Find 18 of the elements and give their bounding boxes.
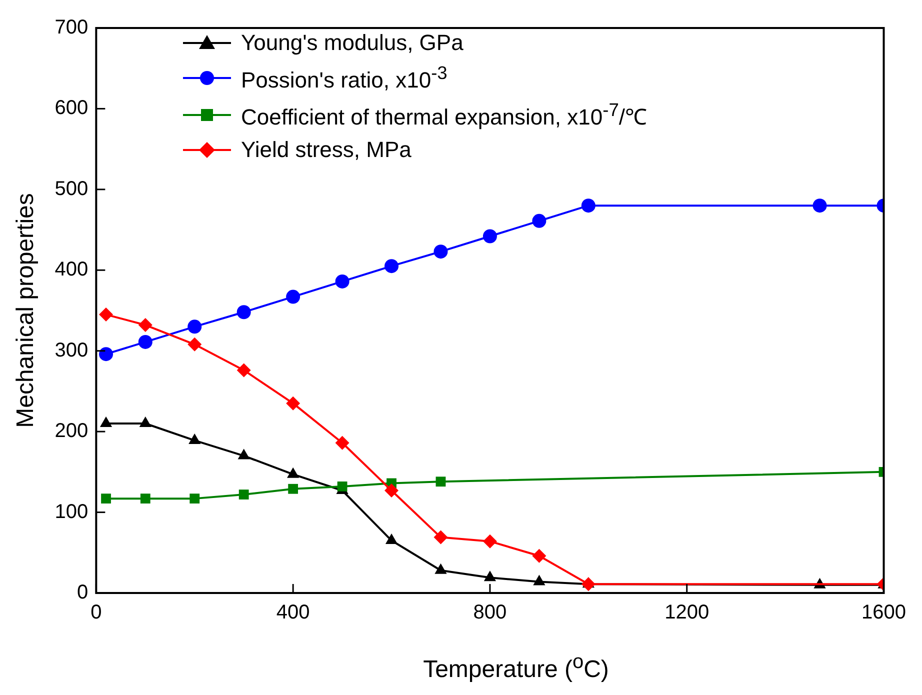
x-tick-label: 1600 — [862, 602, 906, 624]
y-tick-label: 200 — [54, 420, 88, 442]
legend-label: Young's modulus, GPa — [241, 30, 464, 56]
y-tick-label: 300 — [54, 339, 88, 362]
x-tick-label: 1200 — [664, 602, 710, 624]
legend-label: Possion's ratio, x10$^{-3}$ — [241, 62, 448, 94]
y-tick-label: 100 — [54, 500, 88, 523]
y-tick-label: 0 — [77, 582, 88, 604]
x-tick-label: 800 — [473, 602, 507, 624]
y-axis-title: Mechanical properties — [12, 193, 40, 428]
x-axis-title: Temperature ($^{o}$C) — [422, 651, 610, 684]
y-tick-label: 700 — [54, 16, 88, 39]
x-tick-label: 400 — [276, 602, 310, 624]
legend-label: Coefficient of thermal expansion, x10$^{-7}$/℃ — [241, 99, 648, 131]
legend-label: Yield stress, MPa — [241, 136, 412, 163]
y-tick-label: 500 — [54, 178, 88, 200]
y-tick-label: 400 — [54, 258, 88, 281]
y-tick-label: 600 — [54, 97, 88, 120]
